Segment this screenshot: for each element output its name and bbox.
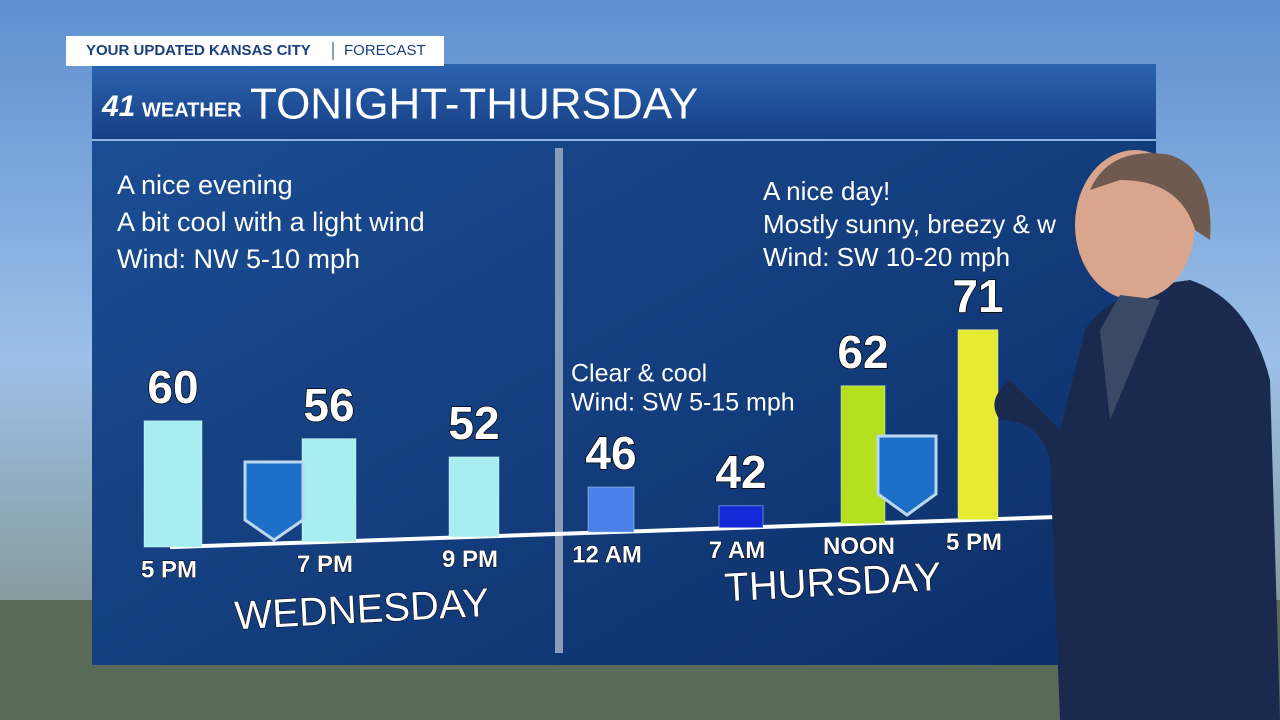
note: A nice day! [763, 176, 890, 206]
category-label: 7 AM [709, 537, 765, 564]
logo-brand: WEATHER [142, 99, 242, 121]
bar [587, 486, 635, 533]
bar-chart: 60 5 PM 56 7 PM 52 9 PM 46 12 AM 42 7 AM 62 NOON 71 5… [117, 170, 1061, 639]
header-strip [66, 36, 444, 66]
value-label: 62 [837, 326, 888, 378]
note: Mostly sunny, breezy & w [763, 209, 1056, 239]
category-label: 5 PM [946, 529, 1002, 556]
note: Wind: NW 5-10 mph [117, 244, 360, 274]
value-label: 56 [303, 379, 354, 431]
bar [301, 438, 357, 543]
value-label: 52 [448, 397, 499, 449]
value-label: 60 [147, 361, 198, 413]
value-label: 42 [715, 446, 766, 498]
header-station: YOUR UPDATED KANSAS CITY [86, 42, 311, 59]
category-label: 7 PM [297, 551, 353, 578]
category-label: 9 PM [442, 546, 498, 573]
category-label: 5 PM [141, 556, 197, 583]
annotation: Clear & cool [571, 360, 707, 388]
chart-title: TONIGHT-THURSDAY [250, 80, 698, 129]
note: A bit cool with a light wind [117, 207, 425, 237]
team-logo [876, 434, 938, 517]
category-label: NOON [823, 533, 895, 560]
bar [718, 505, 764, 529]
divider [555, 148, 563, 653]
presenter [994, 150, 1280, 720]
note: Wind: SW 10-20 mph [763, 242, 1010, 272]
value-label: 46 [585, 427, 636, 479]
note: A nice evening [117, 170, 293, 200]
bar [957, 329, 999, 521]
value-label: 71 [952, 270, 1003, 322]
annotation: Wind: SW 5-15 mph [571, 389, 795, 417]
logo-number: 41 [101, 90, 135, 123]
team-logo [243, 460, 305, 542]
category-label: 12 AM [572, 541, 642, 568]
bar [143, 420, 203, 548]
title-bar [92, 64, 1156, 140]
header-section: FORECAST [344, 42, 426, 59]
bar [448, 456, 500, 538]
